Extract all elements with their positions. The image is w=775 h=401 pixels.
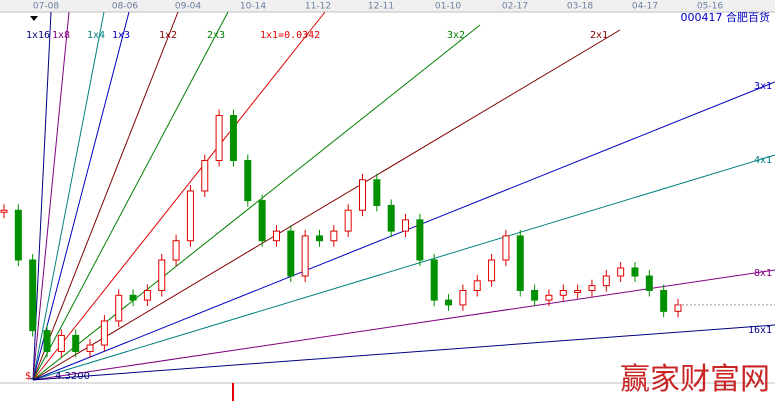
candle: [129, 294, 137, 301]
candle: [588, 285, 596, 291]
candle: [559, 289, 567, 296]
candle: [0, 209, 8, 213]
candle: [617, 267, 625, 277]
candle: [72, 334, 80, 352]
fan-line: [32, 11, 229, 381]
candle: [502, 235, 510, 261]
date-label: 11-12: [305, 2, 331, 12]
date-label: 04-17: [632, 2, 658, 12]
candle: [545, 294, 553, 301]
candle: [459, 289, 467, 306]
fan-line: [32, 29, 621, 381]
candle: [315, 235, 323, 242]
candle: [86, 344, 94, 352]
candle: [473, 280, 481, 291]
candle: [201, 159, 209, 192]
candle: [344, 209, 352, 232]
candle: [143, 289, 151, 301]
candle: [387, 204, 395, 232]
candle: [430, 259, 438, 301]
candle: [29, 259, 37, 332]
date-label: 03-18: [567, 2, 593, 12]
base-symbol: $: [25, 371, 31, 382]
fan-label: 3x1: [754, 81, 772, 92]
candle: [43, 330, 51, 352]
candle: [229, 115, 237, 161]
fan-label: 4x1: [754, 155, 772, 166]
candle: [402, 219, 410, 232]
candle: [602, 275, 610, 287]
candle: [574, 289, 582, 293]
candle: [186, 190, 194, 242]
fan-line: [32, 324, 775, 381]
date-label: 02-17: [502, 2, 528, 12]
fan-label: 16x1: [748, 325, 772, 336]
gann-fan: [32, 11, 775, 381]
candle: [244, 159, 252, 202]
date-strip: [0, 0, 775, 12]
candle: [158, 259, 166, 291]
fan-label: 1x2: [159, 30, 177, 41]
fan-line: [32, 11, 105, 381]
fan-line: [32, 11, 326, 381]
candle: [631, 267, 639, 277]
date-label: 01-10: [435, 2, 461, 12]
fan-label: 2x3: [207, 30, 225, 41]
fan-label: 1x16: [26, 30, 50, 41]
fan-line: [32, 11, 70, 381]
fan-label: 2x1: [590, 30, 608, 41]
watermark: 赢家财富网: [620, 362, 770, 397]
candle: [660, 289, 668, 312]
candle: [359, 179, 367, 211]
candle: [445, 299, 453, 306]
candle: [674, 304, 682, 312]
candle: [172, 240, 180, 261]
date-label: 12-11: [368, 2, 394, 12]
candle: [215, 115, 223, 161]
chart-title: 000417 合肥百货: [681, 10, 771, 24]
date-label: 08-06: [112, 2, 138, 12]
candle: [115, 294, 123, 322]
fan-label: 8x1: [754, 268, 772, 279]
date-label: 07-08: [33, 2, 59, 12]
candle: [287, 230, 295, 277]
candle: [516, 235, 524, 291]
candle: [301, 235, 309, 277]
fan-label: 1x8: [52, 30, 70, 41]
fan-label: 1x4: [87, 30, 105, 41]
fan-line: [32, 11, 179, 381]
candle: [416, 219, 424, 261]
date-label: 05-16: [697, 2, 723, 12]
candle: [373, 179, 381, 206]
fan-label: 1x3: [112, 30, 130, 41]
fan-line: [32, 11, 130, 381]
candle: [645, 275, 653, 291]
date-label: 10-14: [240, 2, 266, 12]
candle: [330, 230, 338, 242]
candle: [531, 289, 539, 301]
candle: [14, 209, 22, 261]
base-price-label: 4.3200: [55, 371, 90, 382]
candle: [488, 259, 496, 282]
candle: [258, 200, 266, 242]
candle: [100, 320, 108, 346]
fan-line: [32, 24, 481, 381]
fan-label: 1x1=0.0342: [260, 30, 320, 41]
fan-label: 3x2: [447, 30, 465, 41]
marker: [30, 16, 38, 21]
candle: [57, 334, 65, 352]
fan-line: [32, 154, 775, 381]
date-label: 09-04: [175, 2, 201, 12]
candle: [272, 230, 280, 242]
